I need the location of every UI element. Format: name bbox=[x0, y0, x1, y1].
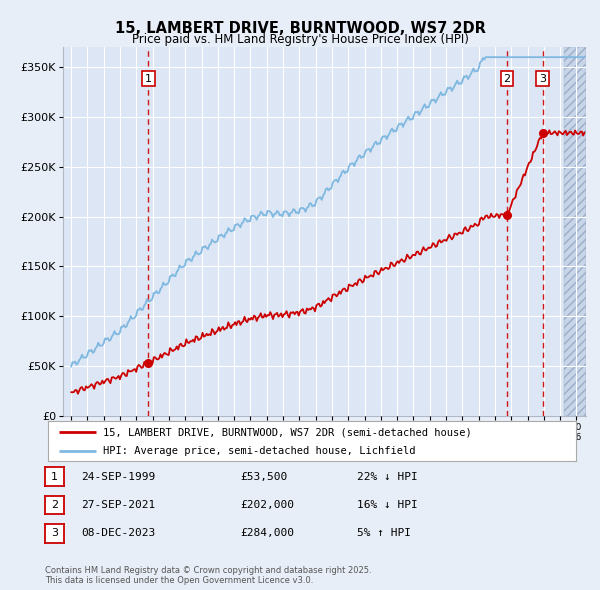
Text: 3: 3 bbox=[51, 529, 58, 538]
Text: £202,000: £202,000 bbox=[240, 500, 294, 510]
Text: 3: 3 bbox=[539, 74, 546, 84]
Text: 15, LAMBERT DRIVE, BURNTWOOD, WS7 2DR (semi-detached house): 15, LAMBERT DRIVE, BURNTWOOD, WS7 2DR (s… bbox=[103, 428, 472, 438]
Text: 5% ↑ HPI: 5% ↑ HPI bbox=[357, 529, 411, 538]
Text: £284,000: £284,000 bbox=[240, 529, 294, 538]
Text: 24-SEP-1999: 24-SEP-1999 bbox=[81, 472, 155, 481]
Text: HPI: Average price, semi-detached house, Lichfield: HPI: Average price, semi-detached house,… bbox=[103, 447, 416, 456]
Text: Price paid vs. HM Land Registry's House Price Index (HPI): Price paid vs. HM Land Registry's House … bbox=[131, 33, 469, 46]
Bar bbox=[564, 47, 586, 416]
Text: 16% ↓ HPI: 16% ↓ HPI bbox=[357, 500, 418, 510]
Text: 22% ↓ HPI: 22% ↓ HPI bbox=[357, 472, 418, 481]
Text: 1: 1 bbox=[145, 74, 152, 84]
Text: 2: 2 bbox=[503, 74, 511, 84]
Text: 08-DEC-2023: 08-DEC-2023 bbox=[81, 529, 155, 538]
Text: £53,500: £53,500 bbox=[240, 472, 287, 481]
Text: Contains HM Land Registry data © Crown copyright and database right 2025.
This d: Contains HM Land Registry data © Crown c… bbox=[45, 566, 371, 585]
Text: 15, LAMBERT DRIVE, BURNTWOOD, WS7 2DR: 15, LAMBERT DRIVE, BURNTWOOD, WS7 2DR bbox=[115, 21, 485, 35]
Text: 1: 1 bbox=[51, 472, 58, 481]
Text: 2: 2 bbox=[51, 500, 58, 510]
Text: 27-SEP-2021: 27-SEP-2021 bbox=[81, 500, 155, 510]
